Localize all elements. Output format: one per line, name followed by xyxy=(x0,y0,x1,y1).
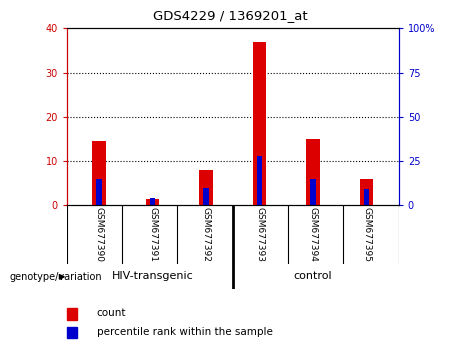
Text: GSM677393: GSM677393 xyxy=(255,207,264,262)
Text: control: control xyxy=(294,271,332,281)
Text: genotype/variation: genotype/variation xyxy=(9,272,102,282)
Bar xyxy=(96,179,101,205)
Bar xyxy=(203,188,209,205)
Bar xyxy=(307,139,320,205)
Text: GSM677390: GSM677390 xyxy=(95,207,103,262)
Text: GSM677394: GSM677394 xyxy=(308,207,318,262)
Text: count: count xyxy=(97,308,126,318)
Bar xyxy=(199,170,213,205)
Bar xyxy=(67,327,77,338)
Bar xyxy=(257,156,262,205)
Text: GDS4229 / 1369201_at: GDS4229 / 1369201_at xyxy=(153,9,308,22)
Bar xyxy=(146,199,159,205)
Text: GSM677392: GSM677392 xyxy=(201,207,211,262)
Text: percentile rank within the sample: percentile rank within the sample xyxy=(97,327,273,337)
Bar xyxy=(150,198,155,205)
Bar xyxy=(253,42,266,205)
Bar xyxy=(310,179,316,205)
Bar xyxy=(360,179,373,205)
Text: GSM677391: GSM677391 xyxy=(148,207,157,262)
Bar xyxy=(92,141,106,205)
Bar xyxy=(67,308,77,320)
Bar xyxy=(364,189,369,205)
Text: GSM677395: GSM677395 xyxy=(362,207,371,262)
Text: HIV-transgenic: HIV-transgenic xyxy=(112,271,193,281)
